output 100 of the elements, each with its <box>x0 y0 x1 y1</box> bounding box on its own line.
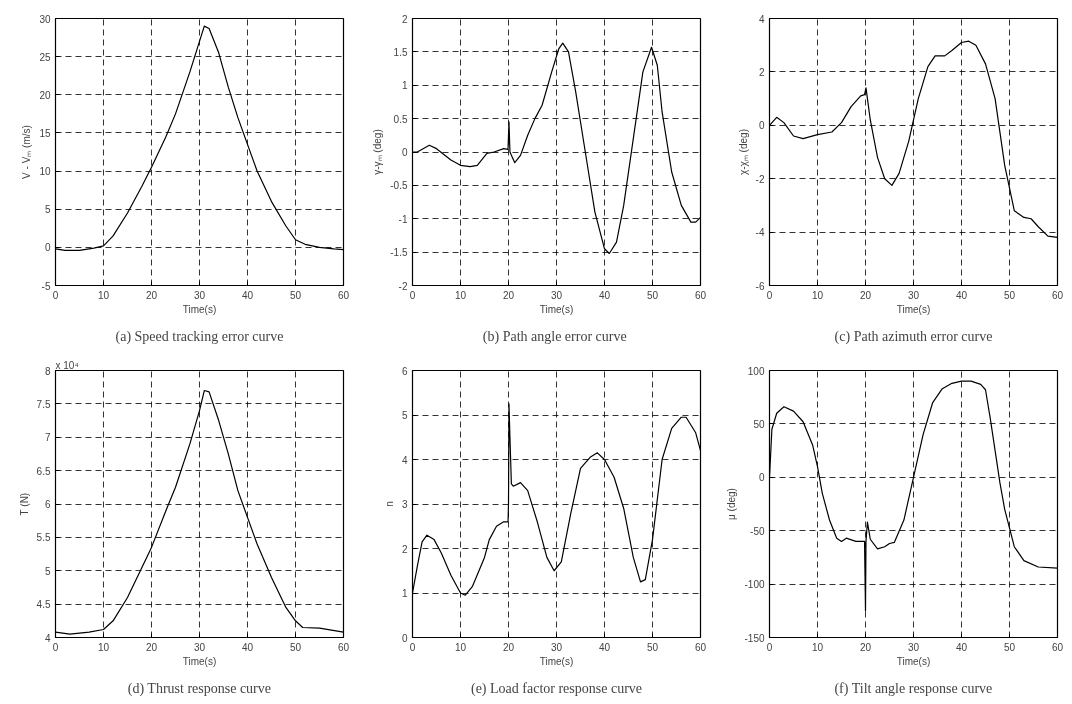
x-tick-label: 20 <box>502 641 515 653</box>
x-tick-label: 60 <box>694 641 707 653</box>
x-axis-title: Time(s) <box>539 303 574 315</box>
x-tick-label: 0 <box>409 289 416 301</box>
x-tick-label: 30 <box>193 289 206 301</box>
y-tick-label: 15 <box>39 127 51 139</box>
x-tick-label: 50 <box>289 289 302 301</box>
x-tick-label: 30 <box>550 641 563 653</box>
y-tick-label: 5 <box>44 565 51 577</box>
y-tick-label: 0 <box>758 472 765 484</box>
text: (e) Load factor response curve <box>470 680 643 697</box>
x-tick-label: 30 <box>907 289 920 301</box>
x-tick-label: 10 <box>97 289 110 301</box>
y-tick-label: 5 <box>44 204 51 216</box>
y-tick-label: 7.5 <box>36 398 51 410</box>
y-tick-label: 8 <box>44 365 51 377</box>
y-tick-label: 0 <box>401 632 408 644</box>
y-axis-title: χ-χₘ (deg) <box>737 129 749 175</box>
x-tick-label: 40 <box>598 289 611 301</box>
y-tick-label: 6.5 <box>36 465 51 477</box>
y-tick-label: 1 <box>401 80 408 92</box>
x-tick-label: 60 <box>1051 289 1064 301</box>
y-tick-label: -50 <box>750 525 765 537</box>
x-axis-title: Time(s) <box>182 655 217 667</box>
y-tick-label: 6 <box>401 365 408 377</box>
y-tick-label: 4 <box>401 454 408 466</box>
x-tick-label: 60 <box>337 289 350 301</box>
x-tick-label: 50 <box>646 641 659 653</box>
x-tick-label: 40 <box>241 641 254 653</box>
y-tick-label: -4 <box>755 227 765 239</box>
annotation: x 10⁴ <box>55 359 79 371</box>
x-tick-label: 20 <box>859 289 872 301</box>
x-tick-label: 20 <box>145 289 158 301</box>
text: (d) Thrust response curve <box>127 680 271 697</box>
x-axis-title: Time(s) <box>896 303 931 315</box>
x-tick-label: 40 <box>955 641 968 653</box>
y-tick-label: 1.5 <box>393 46 408 58</box>
y-tick-label: 4.5 <box>36 599 51 611</box>
y-axis-title: T (N) <box>18 492 30 516</box>
text: (f) Tilt angle response curve <box>834 680 993 697</box>
x-tick-label: 10 <box>454 641 467 653</box>
y-tick-label: -6 <box>755 280 765 292</box>
x-tick-label: 0 <box>766 289 773 301</box>
y-tick-label: 20 <box>39 89 51 101</box>
y-tick-label: -100 <box>744 579 765 591</box>
y-tick-label: 30 <box>39 13 51 25</box>
y-tick-label: 7 <box>44 432 51 444</box>
x-tick-label: 40 <box>241 289 254 301</box>
x-tick-label: 20 <box>145 641 158 653</box>
x-tick-label: 50 <box>289 641 302 653</box>
x-tick-label: 20 <box>859 641 872 653</box>
y-tick-label: 0 <box>758 120 765 132</box>
x-tick-label: 60 <box>337 641 350 653</box>
y-tick-label: -0.5 <box>390 180 408 192</box>
y-tick-label: 0.5 <box>393 113 408 125</box>
y-tick-label: 50 <box>753 418 765 430</box>
x-tick-label: 60 <box>1051 641 1064 653</box>
y-tick-label: 5 <box>401 410 408 421</box>
y-tick-label: 2 <box>758 66 765 78</box>
y-tick-label: 3 <box>401 499 408 510</box>
y-tick-label: 10 <box>39 166 51 178</box>
x-axis-title: Time(s) <box>896 655 931 667</box>
y-tick-label: 0 <box>401 147 408 158</box>
y-axis-title: n <box>383 501 395 507</box>
x-axis-title: Time(s) <box>182 303 217 315</box>
y-tick-label: 6 <box>44 499 51 510</box>
x-tick-label: 10 <box>97 641 110 653</box>
x-tick-label: 60 <box>694 289 707 301</box>
x-tick-label: 40 <box>598 641 611 653</box>
y-tick-label: -2 <box>755 173 765 185</box>
x-tick-label: 50 <box>646 289 659 301</box>
y-tick-label: 1 <box>401 588 408 599</box>
y-tick-label: 4 <box>758 13 765 25</box>
x-tick-label: 30 <box>193 641 206 653</box>
y-tick-label: 2 <box>401 543 408 555</box>
x-tick-label: 0 <box>52 289 59 301</box>
y-axis-title: μ (deg) <box>726 488 738 520</box>
x-tick-label: 50 <box>1003 641 1016 653</box>
y-tick-label: -1.5 <box>390 247 408 259</box>
y-axis-title: γ-γₘ (deg) <box>372 129 384 175</box>
x-axis-title: Time(s) <box>539 655 574 667</box>
x-tick-label: 10 <box>811 641 824 653</box>
x-tick-label: 10 <box>454 289 467 301</box>
x-tick-label: 20 <box>502 289 515 301</box>
x-tick-label: 30 <box>550 289 563 301</box>
y-tick-label: 4 <box>44 632 51 644</box>
text: (a) Speed tracking error curve <box>115 328 284 345</box>
y-tick-label: 100 <box>747 365 765 377</box>
text: (b) Path angle error curve <box>482 328 627 345</box>
y-tick-label: 5.5 <box>36 532 51 544</box>
x-tick-label: 0 <box>409 641 416 653</box>
y-tick-label: 25 <box>39 51 51 63</box>
x-tick-label: 0 <box>766 641 773 653</box>
x-tick-label: 30 <box>907 641 920 653</box>
x-tick-label: 40 <box>955 289 968 301</box>
y-tick-label: -5 <box>41 280 51 292</box>
y-tick-label: 2 <box>401 13 408 25</box>
y-tick-label: -1 <box>398 213 408 225</box>
x-tick-label: 50 <box>1003 289 1016 301</box>
x-tick-label: 0 <box>52 641 59 653</box>
